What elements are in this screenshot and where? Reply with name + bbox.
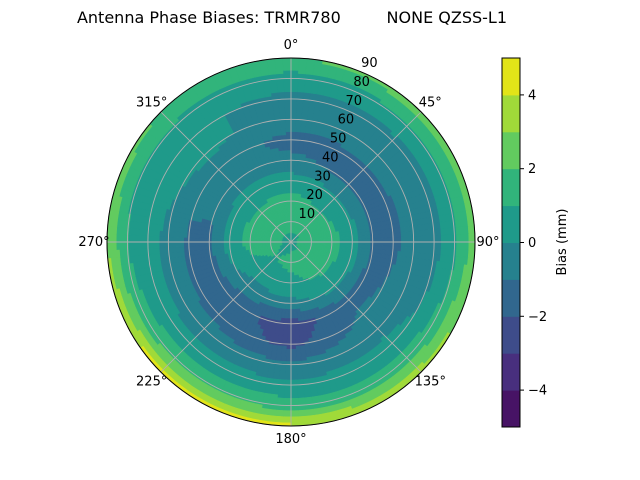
contour-cell	[297, 397, 307, 411]
colorbar-tick-label: −2	[528, 310, 547, 325]
radial-tick-label: 40	[322, 150, 339, 165]
colorbar-band	[502, 58, 520, 96]
contour-cell	[290, 379, 299, 399]
radial-tick-label: 90	[361, 56, 378, 71]
angular-gridline	[160, 241, 292, 373]
contour-cell	[128, 241, 160, 250]
colorbar-band	[502, 316, 520, 354]
contour-cell	[275, 73, 285, 93]
contour-cell	[358, 238, 372, 243]
contour-cell	[275, 409, 284, 417]
colorbar-band	[502, 390, 520, 428]
contour-cell	[313, 413, 324, 425]
contour-cell	[468, 241, 476, 251]
contour-cell	[283, 397, 292, 411]
angular-tick-label: 135°	[415, 374, 446, 389]
radial-tick-label: 70	[345, 94, 362, 109]
contour-cell	[290, 69, 299, 93]
angular-gridline	[290, 111, 422, 243]
colorbar-tick-label: 2	[528, 162, 536, 177]
contour-cell	[298, 415, 308, 427]
contour-cell	[298, 409, 307, 417]
angular-tick-label: 225°	[136, 374, 167, 389]
radial-tick-label: 20	[306, 188, 323, 203]
contour-cell	[115, 241, 129, 250]
contour-cell	[283, 69, 292, 93]
contour-cell	[456, 241, 470, 251]
radial-tick-label: 60	[338, 113, 355, 128]
contour-cell	[286, 149, 292, 172]
radial-tick-labels: 10 20 30 40 50 60 70 80 90	[299, 56, 378, 222]
contour-cell	[290, 309, 295, 319]
contour-cell	[283, 410, 292, 418]
colorbar-band	[502, 168, 520, 207]
contour-cell	[290, 416, 300, 427]
contour-cell	[295, 345, 302, 362]
colorbar-band	[502, 242, 520, 280]
angular-gridline	[160, 111, 292, 243]
contour-cell	[282, 57, 292, 71]
contour-cell	[285, 131, 292, 151]
angular-tick-label: 0°	[284, 38, 299, 53]
contour-cell	[455, 248, 470, 258]
radial-tick-label: 10	[299, 207, 316, 222]
contour-cell	[296, 379, 305, 399]
contour-cell	[111, 264, 123, 274]
contour-cell	[267, 408, 277, 417]
contour-cell	[454, 218, 469, 228]
contour-cell	[456, 233, 470, 243]
contour-cell	[467, 249, 476, 259]
contour-cell	[110, 256, 122, 266]
colorbar: −4 −2 0 2 4	[501, 57, 547, 428]
angular-tick-labels: 0° 45° 90° 135° 180° 225° 270° 315°	[78, 38, 499, 447]
colorbar-band	[502, 131, 520, 170]
contour-cell	[305, 408, 315, 417]
contour-cell	[116, 226, 130, 236]
colorbar-tick-label: 0	[528, 236, 536, 251]
contour-cell	[274, 57, 284, 75]
contour-cell	[210, 241, 224, 246]
polar-frame	[106, 57, 476, 427]
contour-cell	[290, 397, 299, 411]
contour-cell	[115, 234, 129, 243]
radial-tick-label: 30	[314, 169, 331, 184]
contour-cell	[455, 226, 470, 236]
colorbar-band	[502, 353, 520, 391]
contour-cell	[107, 217, 119, 228]
contour-cell	[158, 241, 185, 249]
angular-tick-label: 315°	[136, 96, 167, 111]
contour-cell	[106, 225, 118, 235]
contour-cell	[274, 415, 284, 424]
contour-cell	[282, 416, 292, 424]
colorbar-band	[502, 279, 520, 317]
contour-cell	[467, 225, 476, 235]
contour-cell	[290, 348, 297, 362]
colorbar-tick-label: 4	[528, 88, 536, 103]
contour-field	[106, 57, 476, 427]
contour-cell	[267, 414, 277, 423]
colorbar-band	[502, 205, 520, 243]
colorbar-tick-label: −4	[528, 384, 547, 399]
radial-tick-label: 50	[330, 132, 347, 147]
angular-gridline	[290, 241, 422, 373]
contour-cell	[285, 348, 292, 362]
chart-title: Antenna Phase Biases: TRMR780 NONE QZSS-…	[77, 8, 507, 27]
polar-grid	[106, 57, 476, 427]
contour-cell	[283, 379, 292, 399]
angular-tick-label: 45°	[419, 96, 442, 111]
contour-cell	[290, 410, 299, 418]
radial-tick-label: 80	[353, 75, 370, 90]
contour-cell	[106, 249, 121, 259]
colorbar-band	[502, 94, 520, 133]
angular-tick-label: 90°	[476, 235, 499, 250]
colorbar-label: Bias (mm)	[555, 209, 570, 276]
contour-cell	[304, 396, 314, 411]
angular-tick-label: 270°	[78, 235, 109, 250]
contour-cell	[468, 233, 476, 243]
contour-cell	[305, 414, 316, 426]
angular-tick-label: 180°	[275, 432, 306, 447]
contour-cell	[290, 57, 300, 71]
